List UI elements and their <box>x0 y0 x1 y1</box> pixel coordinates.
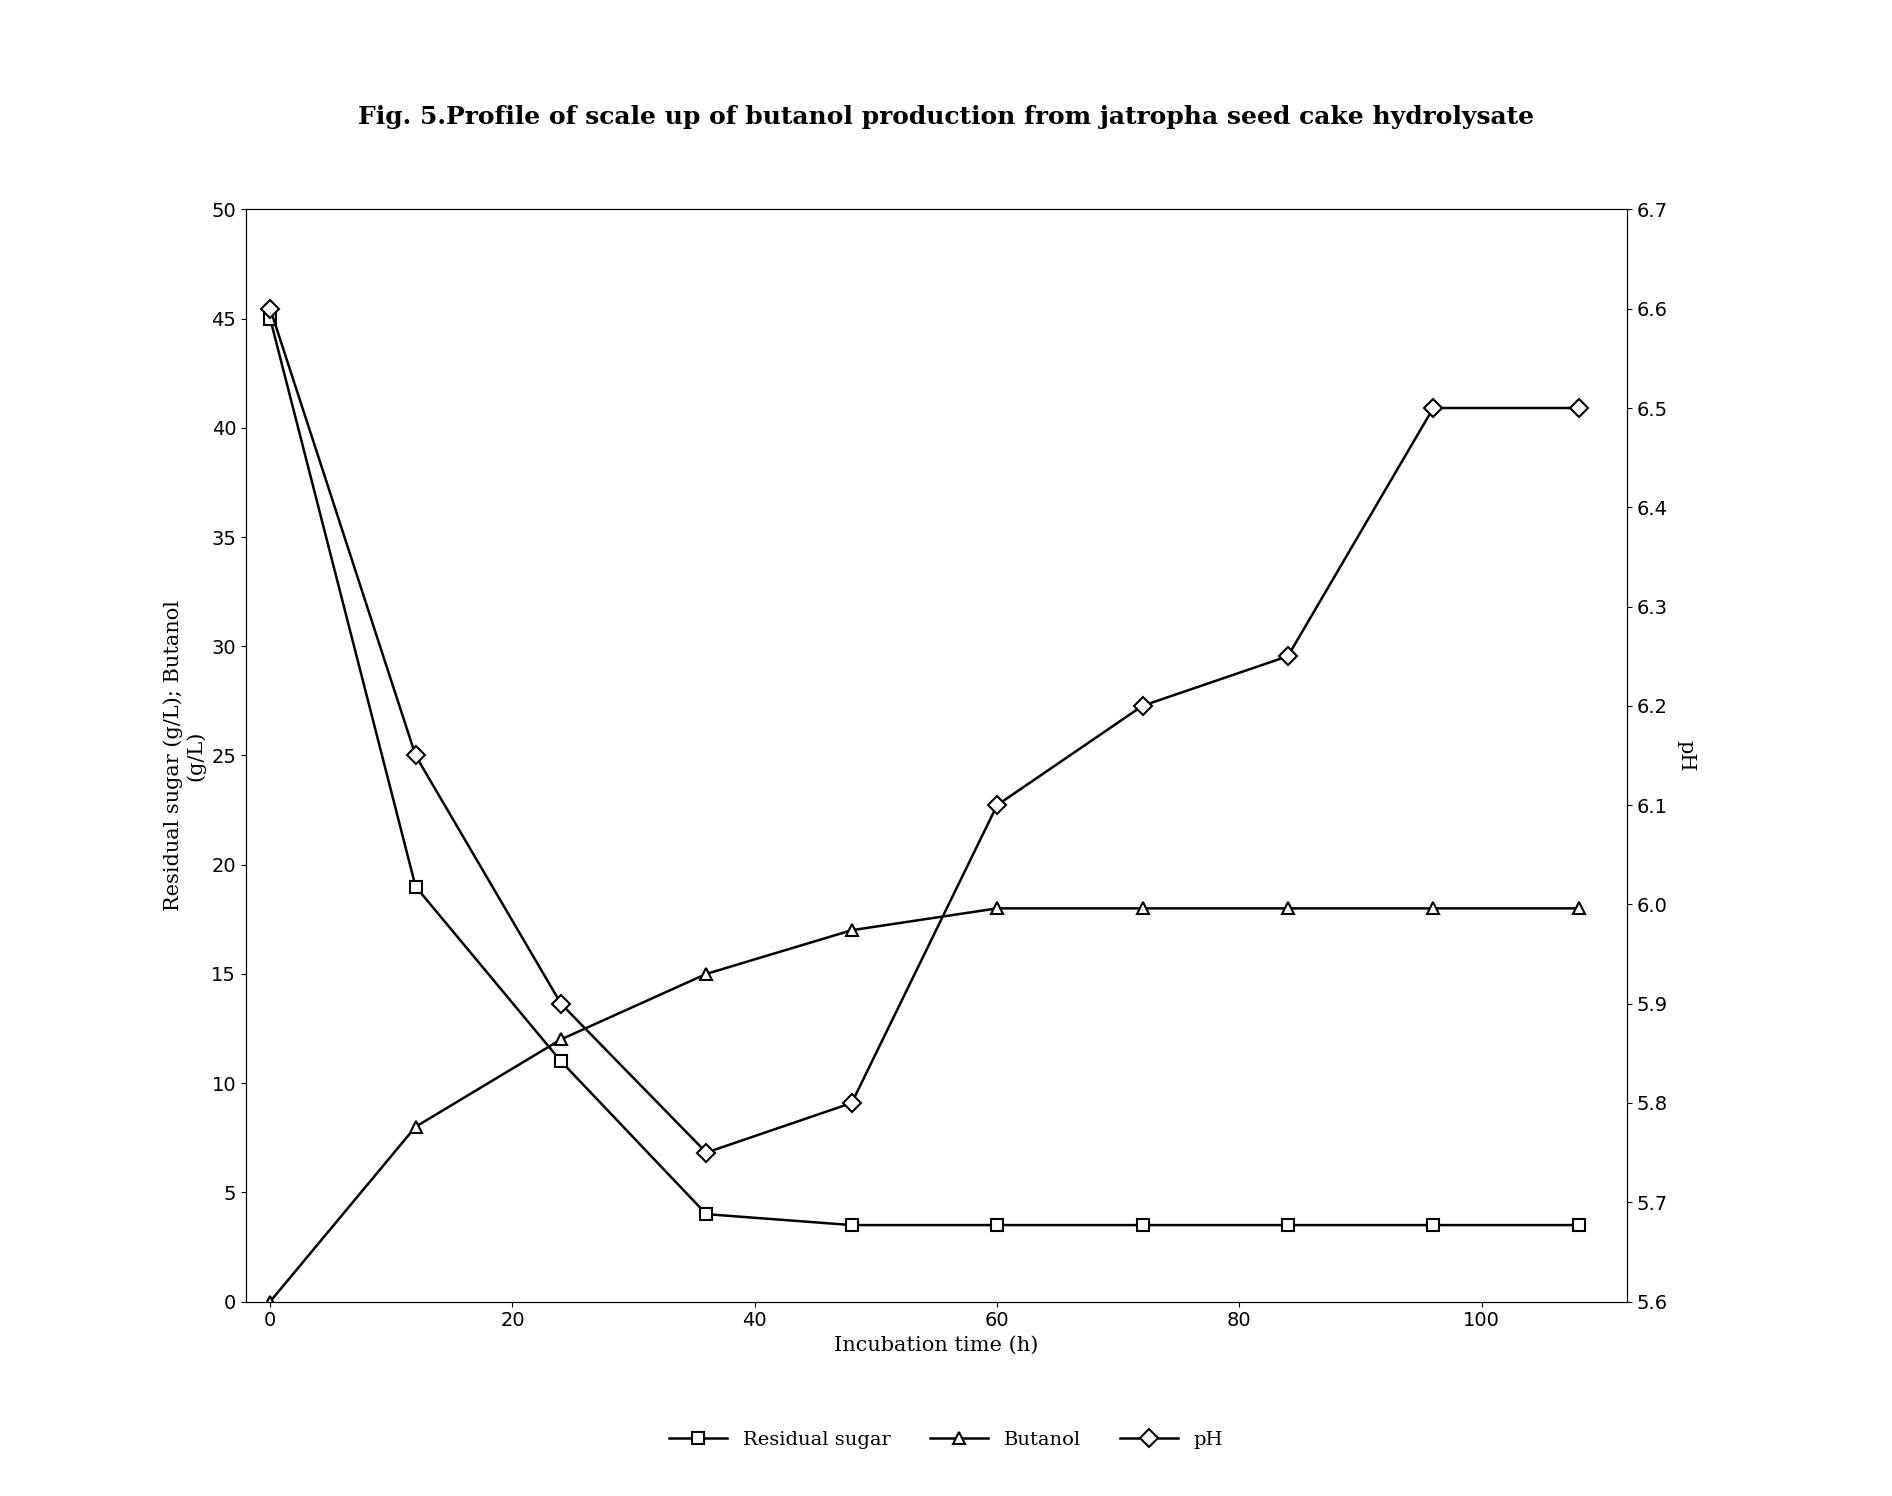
pH <box>694 1143 717 1161</box>
Residual sugar <box>986 1216 1008 1234</box>
Butanol <box>549 1031 571 1049</box>
Y-axis label: pH: pH <box>1676 739 1695 772</box>
pH <box>1277 648 1300 666</box>
Butanol <box>986 899 1008 917</box>
Legend: Residual sugar, Butanol, pH: Residual sugar, Butanol, pH <box>662 1423 1230 1457</box>
pH <box>840 1094 863 1112</box>
pH <box>549 995 571 1013</box>
Butanol <box>694 965 717 983</box>
Butanol <box>1277 899 1300 917</box>
Residual sugar <box>1277 1216 1300 1234</box>
Line: Butanol: Butanol <box>265 902 1585 1308</box>
Butanol <box>1131 899 1154 917</box>
pH <box>1423 399 1445 417</box>
Residual sugar <box>405 878 428 896</box>
pH <box>1567 399 1589 417</box>
Residual sugar <box>694 1206 717 1224</box>
Butanol <box>259 1293 282 1310</box>
Residual sugar <box>549 1052 571 1070</box>
Butanol <box>1567 899 1589 917</box>
Line: Residual sugar: Residual sugar <box>265 313 1585 1231</box>
Butanol <box>1423 899 1445 917</box>
pH <box>405 747 428 764</box>
Residual sugar <box>1423 1216 1445 1234</box>
Line: pH: pH <box>265 302 1585 1159</box>
pH <box>1131 697 1154 715</box>
Butanol <box>405 1118 428 1135</box>
pH <box>986 796 1008 814</box>
Residual sugar <box>1131 1216 1154 1234</box>
pH <box>259 299 282 317</box>
Butanol <box>840 922 863 939</box>
Residual sugar <box>840 1216 863 1234</box>
Residual sugar <box>1567 1216 1589 1234</box>
Residual sugar <box>259 310 282 328</box>
Text: Fig. 5.Profile of scale up of butanol production from jatropha seed cake hydroly: Fig. 5.Profile of scale up of butanol pr… <box>358 105 1534 129</box>
X-axis label: Incubation time (h): Incubation time (h) <box>834 1336 1039 1355</box>
Y-axis label: Residual sugar (g/L); Butanol
(g/L): Residual sugar (g/L); Butanol (g/L) <box>163 600 206 911</box>
